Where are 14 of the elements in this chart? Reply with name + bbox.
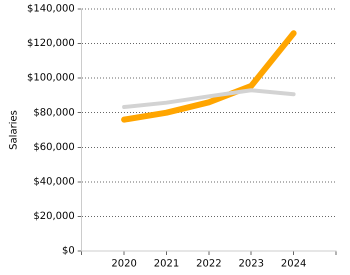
y-axis-title: Salaries	[8, 110, 20, 150]
y-tick-label: $60,000	[33, 142, 75, 153]
x-tick-label: 2021	[154, 258, 180, 270]
y-tick-label: $20,000	[33, 211, 75, 222]
y-tick-label: $120,000	[26, 38, 75, 50]
y-tick-label: $0	[62, 246, 75, 257]
x-tick-label: 2023	[238, 258, 264, 270]
y-tick-label: $100,000	[26, 72, 75, 84]
x-tick-label: 2024	[280, 258, 306, 270]
y-tick-label: $80,000	[33, 107, 75, 118]
x-tick-label: 2020	[111, 258, 137, 270]
x-tick-label: 2022	[196, 258, 222, 270]
y-tick-label: $140,000	[26, 4, 75, 15]
y-tick-label: $40,000	[33, 176, 75, 188]
